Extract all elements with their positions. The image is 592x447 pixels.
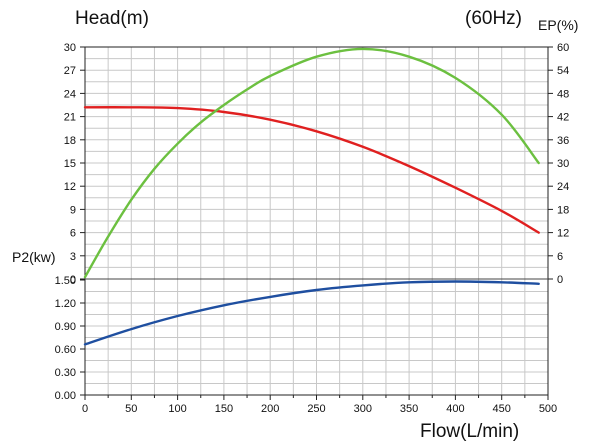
efficiency-tick-label: 54	[557, 65, 569, 77]
efficiency-tick-label: 18	[557, 204, 569, 216]
x-tick-label: 0	[82, 403, 88, 415]
efficiency-tick-label: 0	[557, 274, 563, 286]
x-tick-label: 450	[493, 403, 511, 415]
x-tick-label: 400	[446, 403, 464, 415]
power-curve	[83, 280, 540, 346]
x-axis-ticks: 0 50 100 150 200 250 300 350 400 450 500	[82, 395, 557, 415]
head-axis-ticks: 30 27 24 21 18 15 12 9 6 3	[64, 42, 85, 263]
head-tick-label: 27	[64, 65, 76, 77]
head-axis-label: Head(m)	[75, 8, 149, 29]
x-tick-label: 350	[400, 403, 418, 415]
efficiency-tick-label: 48	[557, 88, 569, 100]
head-tick-label: 3	[70, 251, 76, 263]
efficiency-tick-label: 30	[557, 158, 569, 170]
x-tick-label: 150	[215, 403, 233, 415]
efficiency-tick-label: 12	[557, 228, 569, 240]
efficiency-tick-label: 6	[557, 251, 563, 263]
efficiency-tick-label: 60	[557, 42, 569, 54]
grid-lines	[85, 47, 548, 395]
x-tick-label: 500	[539, 403, 557, 415]
power-tick-label: 0.30	[55, 367, 76, 379]
power-tick-label: 0.00	[55, 390, 76, 402]
x-axis-label: Flow(L/min)	[420, 421, 519, 442]
head-tick-label: 12	[64, 181, 76, 193]
efficiency-axis-label: EP(%)	[538, 17, 578, 33]
head-tick-label: 24	[64, 88, 76, 100]
power-tick-label: 0.90	[55, 321, 76, 333]
power-top-tick-label: 0	[70, 274, 76, 286]
x-tick-label: 100	[168, 403, 186, 415]
x-tick-label: 250	[307, 403, 325, 415]
head-tick-label: 21	[64, 112, 76, 124]
efficiency-tick-label: 42	[557, 112, 569, 124]
power-axis-ticks: 01.50 1.20 0.90 0.60 0.30 0.00	[55, 274, 85, 402]
head-tick-label: 9	[70, 204, 76, 216]
power-tick-label: 1.50	[55, 275, 76, 287]
head-tick-label: 18	[64, 135, 76, 147]
series-lines	[83, 47, 540, 346]
efficiency-tick-label: 24	[557, 181, 569, 193]
head-tick-label: 15	[64, 158, 76, 170]
head-curve	[83, 106, 540, 234]
x-tick-label: 200	[261, 403, 279, 415]
x-tick-label: 50	[125, 403, 137, 415]
chart-title: (60Hz)	[465, 8, 522, 29]
efficiency-tick-label: 36	[557, 135, 569, 147]
head-tick-label: 30	[64, 42, 76, 54]
x-tick-label: 300	[354, 403, 372, 415]
head-tick-label: 6	[70, 228, 76, 240]
power-axis-label: P2(kw)	[12, 249, 56, 265]
efficiency-curve	[83, 47, 540, 279]
power-tick-label: 0.60	[55, 344, 76, 356]
power-tick-label: 1.20	[55, 298, 76, 310]
